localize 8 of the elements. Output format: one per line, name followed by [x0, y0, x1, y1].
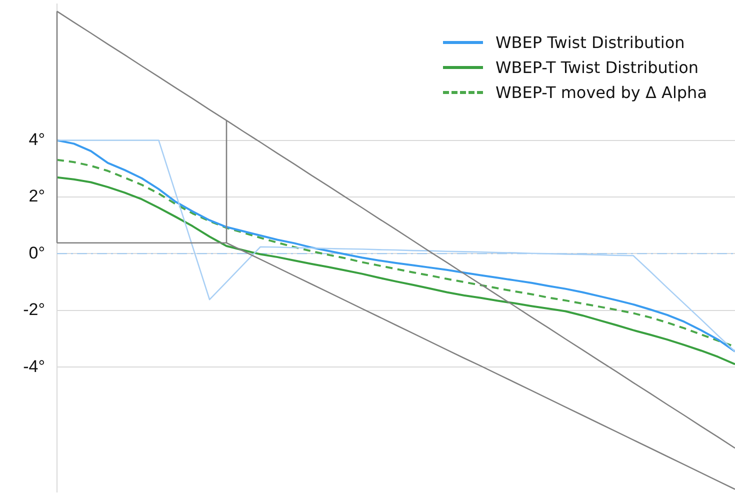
y-tick-label: 0°: [28, 243, 45, 262]
y-tick-label: 2°: [28, 186, 45, 206]
y-tick-label: -4°: [23, 356, 45, 376]
y-tick-label: -2°: [23, 300, 45, 320]
legend-label: WBEP-T Twist Distribution: [495, 58, 699, 77]
legend-label: WBEP Twist Distribution: [495, 33, 685, 52]
y-tick-label: 4°: [28, 130, 45, 149]
legend-label: WBEP-T moved by Δ Alpha: [495, 83, 707, 102]
